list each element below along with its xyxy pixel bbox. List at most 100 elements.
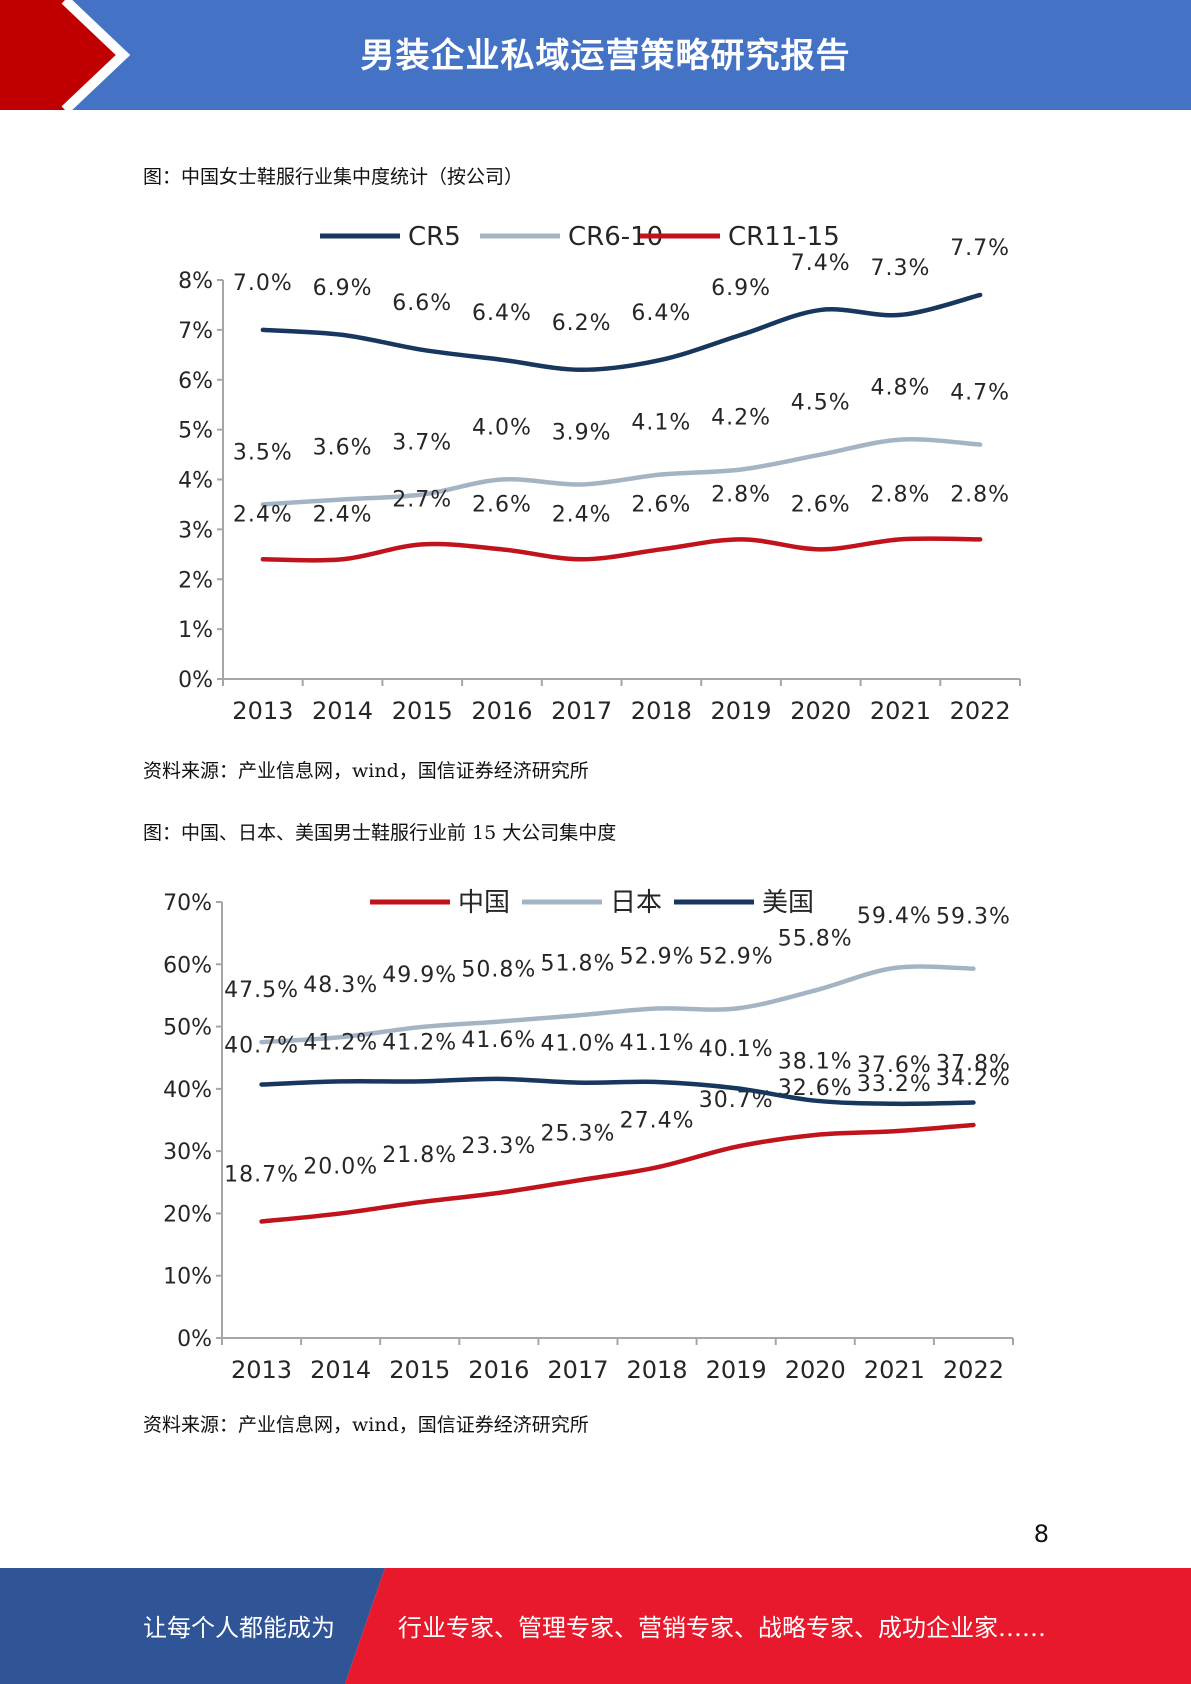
page-header: 男装企业私域运营策略研究报告 xyxy=(0,0,1191,110)
data-label: 18.7% xyxy=(224,1163,299,1188)
series-line xyxy=(259,1122,976,1224)
data-label: 41.0% xyxy=(541,1032,616,1057)
y-tick-label: 6% xyxy=(178,369,213,394)
y-tick-label: 20% xyxy=(163,1202,212,1227)
data-label: 2.4% xyxy=(233,502,293,527)
data-label: 7.4% xyxy=(791,251,851,276)
footer-slogan-left: 让每个人都能成为 xyxy=(143,1614,335,1642)
figure2-caption: 图：中国、日本、美国男士鞋服行业前 15 大公司集中度 xyxy=(143,822,617,844)
data-label: 7.7% xyxy=(950,236,1010,261)
data-label: 50.8% xyxy=(461,958,536,983)
x-tick-label: 2018 xyxy=(627,1356,688,1384)
data-label: 51.8% xyxy=(541,951,616,976)
x-tick-label: 2017 xyxy=(551,697,612,725)
x-tick-label: 2013 xyxy=(232,697,293,725)
y-tick-label: 5% xyxy=(178,419,213,444)
data-label: 6.4% xyxy=(631,301,691,326)
data-label: 2.8% xyxy=(950,482,1010,507)
x-tick-label: 2018 xyxy=(631,697,692,725)
data-label: 3.7% xyxy=(392,430,452,455)
data-label: 4.8% xyxy=(870,376,930,401)
data-label: 4.0% xyxy=(472,416,532,441)
x-tick-label: 2017 xyxy=(547,1356,608,1384)
data-label: 4.5% xyxy=(791,391,851,416)
data-label: 3.6% xyxy=(313,435,373,460)
header-arrow-graphic xyxy=(0,0,131,110)
data-label: 6.6% xyxy=(392,291,452,316)
y-tick-label: 2% xyxy=(178,568,213,593)
footer-background xyxy=(0,1568,1191,1684)
y-tick-label: 4% xyxy=(178,469,213,494)
chart2-container: 0% 10% 20% 30% 40% 50% 60% 70% 2013 2014 2015 2016 2… xyxy=(150,880,1030,1394)
data-label: 41.2% xyxy=(382,1030,457,1055)
legend-label: CR11-15 xyxy=(728,222,840,252)
chart1-container: 0% 1% 2% 3% 4% 5% 6% 7% 8% 2013 2014 2015 2016 2017 20… xyxy=(150,210,1030,734)
y-tick-label: 8% xyxy=(178,269,213,294)
data-label: 6.4% xyxy=(472,301,532,326)
data-label: 2.8% xyxy=(870,482,930,507)
y-tick-label: 1% xyxy=(178,618,213,643)
legend-label: CR5 xyxy=(408,222,461,252)
series-line xyxy=(260,536,983,563)
data-label: 6.2% xyxy=(552,311,612,336)
y-tick-label: 0% xyxy=(178,668,213,693)
page-number: 8 xyxy=(1033,1520,1049,1548)
x-tick-label: 2022 xyxy=(950,697,1011,725)
data-label: 4.7% xyxy=(950,381,1010,406)
data-label: 55.8% xyxy=(778,926,853,951)
data-label: 2.8% xyxy=(711,482,771,507)
data-label: 33.2% xyxy=(857,1072,932,1097)
chart2-svg: 0% 10% 20% 30% 40% 50% 60% 70% 2013 2014 2015 2016 2… xyxy=(163,888,1014,1384)
data-label: 47.5% xyxy=(224,978,299,1003)
data-label: 27.4% xyxy=(620,1108,695,1133)
figure2-source: 资料来源：产业信息网，wind，国信证券经济研究所 xyxy=(143,1414,589,1436)
series-line xyxy=(259,1076,976,1107)
series-line xyxy=(260,437,983,507)
x-tick-label: 2014 xyxy=(310,1356,371,1384)
data-label: 40.7% xyxy=(224,1033,299,1058)
data-label: 41.1% xyxy=(620,1031,695,1056)
data-label: 59.3% xyxy=(936,905,1011,930)
data-label: 7.0% xyxy=(233,271,293,296)
figure1-caption: 图：中国女士鞋服行业集中度统计（按公司） xyxy=(143,166,524,188)
data-label: 48.3% xyxy=(303,973,378,998)
data-label: 23.3% xyxy=(461,1134,536,1159)
data-label: 2.6% xyxy=(791,492,851,517)
data-label: 3.5% xyxy=(233,440,293,465)
report-title: 男装企业私域运营策略研究报告 xyxy=(360,36,851,76)
data-label: 2.6% xyxy=(631,492,691,517)
data-label: 49.9% xyxy=(382,963,457,988)
x-tick-label: 2019 xyxy=(706,1356,767,1384)
y-tick-label: 70% xyxy=(163,891,212,916)
x-tick-label: 2016 xyxy=(471,697,532,725)
y-tick-label: 40% xyxy=(163,1078,212,1103)
data-label: 40.1% xyxy=(699,1037,774,1062)
x-tick-label: 2013 xyxy=(231,1356,292,1384)
data-label: 20.0% xyxy=(303,1154,378,1179)
data-label: 37.6% xyxy=(857,1053,932,1078)
data-label: 21.8% xyxy=(382,1143,457,1168)
page-footer: 让每个人都能成为 行业专家、管理专家、营销专家、战略专家、成功企业家…… xyxy=(0,1568,1191,1684)
data-label: 52.9% xyxy=(620,945,695,970)
y-tick-label: 10% xyxy=(163,1265,212,1290)
footer-slogan-right: 行业专家、管理专家、营销专家、战略专家、成功企业家…… xyxy=(398,1614,1046,1642)
data-label: 2.6% xyxy=(472,492,532,517)
x-tick-label: 2016 xyxy=(468,1356,529,1384)
y-tick-label: 0% xyxy=(177,1327,212,1352)
data-label: 25.3% xyxy=(541,1121,616,1146)
x-tick-label: 2015 xyxy=(389,1356,450,1384)
x-tick-label: 2022 xyxy=(943,1356,1004,1384)
data-label: 37.8% xyxy=(936,1052,1011,1077)
data-label: 6.9% xyxy=(711,276,771,301)
data-label: 4.2% xyxy=(711,406,771,431)
data-label: 6.9% xyxy=(313,276,373,301)
data-label: 41.2% xyxy=(303,1030,378,1055)
data-label: 4.1% xyxy=(631,411,691,436)
data-label: 41.6% xyxy=(461,1028,536,1053)
data-label: 2.7% xyxy=(392,487,452,512)
legend-label: 美国 xyxy=(762,888,814,918)
data-label: 59.4% xyxy=(857,904,932,929)
x-tick-label: 2021 xyxy=(864,1356,925,1384)
data-label: 2.4% xyxy=(313,502,373,527)
data-label: 2.4% xyxy=(552,502,612,527)
